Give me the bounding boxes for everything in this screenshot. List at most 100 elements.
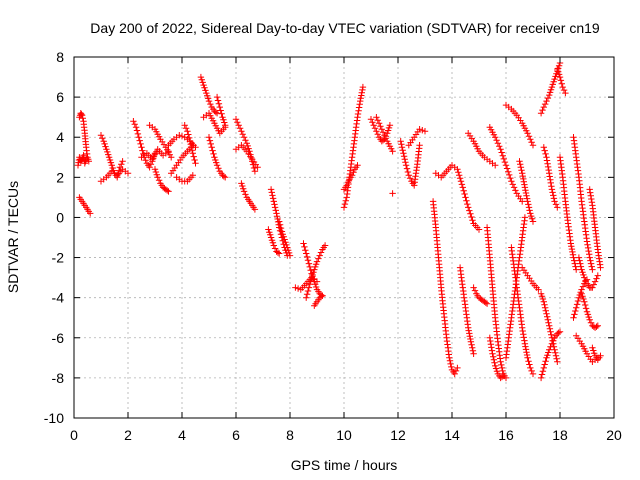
chart-title: Day 200 of 2022, Sidereal Day-to-day VTE… [90, 20, 600, 36]
data-point [578, 266, 585, 273]
data-point [464, 200, 471, 208]
data-point [463, 197, 470, 204]
data-point [221, 119, 228, 126]
series-arc-i [151, 166, 172, 195]
data-point [465, 327, 472, 334]
data-point [466, 333, 473, 340]
data-point [168, 154, 175, 161]
data-point [499, 367, 506, 375]
data-point [272, 207, 279, 214]
data-point [465, 204, 472, 211]
data-point [382, 135, 390, 142]
data-point [402, 162, 410, 169]
data-point [213, 93, 221, 101]
data-point [483, 300, 491, 307]
data-point [251, 206, 259, 213]
data-point [416, 142, 423, 149]
data-point [114, 170, 122, 178]
data-point [373, 128, 380, 135]
series-arc-ar [502, 101, 537, 149]
data-point [559, 83, 566, 91]
x-tick-label: 16 [498, 427, 514, 443]
data-point [341, 200, 349, 208]
data-point [271, 245, 279, 252]
data-point [524, 198, 531, 205]
series-arc-bd [575, 254, 601, 291]
x-tick-label: 2 [124, 427, 132, 443]
y-tick-label: 2 [56, 169, 64, 185]
data-point [211, 154, 218, 161]
data-point [213, 110, 221, 117]
data-point [268, 189, 275, 196]
data-point [590, 347, 597, 354]
data-point [549, 81, 556, 88]
data-point [544, 352, 551, 359]
data-point [555, 329, 562, 336]
data-point [285, 249, 293, 257]
data-point [350, 169, 357, 176]
data-point [555, 71, 563, 78]
data-point [367, 116, 375, 123]
data-point [467, 338, 475, 345]
data-point [516, 158, 523, 165]
data-point [593, 275, 600, 282]
data-point [307, 277, 314, 285]
data-point [416, 126, 423, 133]
data-point [461, 190, 468, 198]
data-point [584, 311, 592, 318]
data-point [468, 213, 475, 221]
data-point [199, 79, 206, 86]
y-tick-label: -10 [44, 410, 64, 426]
data-point [529, 142, 537, 149]
data-point [552, 352, 560, 359]
data-point [540, 364, 547, 372]
data-point [118, 161, 125, 168]
data-point [311, 266, 318, 273]
series-arc-as [508, 244, 537, 378]
data-point [582, 277, 589, 284]
data-point [354, 110, 362, 118]
data-point [102, 143, 109, 150]
data-point [236, 125, 244, 132]
data-point [348, 157, 355, 164]
data-point [214, 97, 222, 104]
data-point [389, 190, 396, 197]
data-point [405, 172, 412, 179]
data-point [579, 293, 586, 300]
data-point [286, 252, 294, 259]
data-point [579, 283, 587, 290]
data-point [524, 130, 531, 137]
series-arc-c [76, 194, 94, 217]
series-arc-b [74, 152, 90, 169]
series-arc-aa [311, 292, 326, 309]
data-point [215, 165, 222, 172]
data-point [200, 81, 207, 89]
data-point [276, 218, 283, 225]
data-point [357, 95, 364, 102]
data-point [541, 301, 548, 308]
data-point [582, 305, 590, 312]
data-point [213, 159, 220, 166]
data-point [457, 178, 465, 185]
data-point [552, 201, 560, 208]
data-point [119, 158, 126, 165]
data-point [204, 95, 212, 102]
data-point [575, 254, 583, 261]
data-point [498, 364, 506, 372]
data-point [101, 140, 108, 148]
data-point [555, 68, 562, 75]
data-point [310, 269, 317, 276]
data-point [467, 210, 474, 217]
data-point [550, 340, 557, 347]
data-point [546, 91, 553, 99]
data-point [358, 89, 365, 96]
data-point [527, 210, 534, 217]
data-point [529, 218, 537, 225]
data-point [181, 122, 188, 129]
data-point [507, 174, 514, 182]
series-arc-az [554, 65, 569, 97]
series-arc-aw [537, 290, 561, 365]
data-point [454, 166, 461, 173]
data-point [374, 117, 381, 124]
data-point [554, 358, 561, 365]
